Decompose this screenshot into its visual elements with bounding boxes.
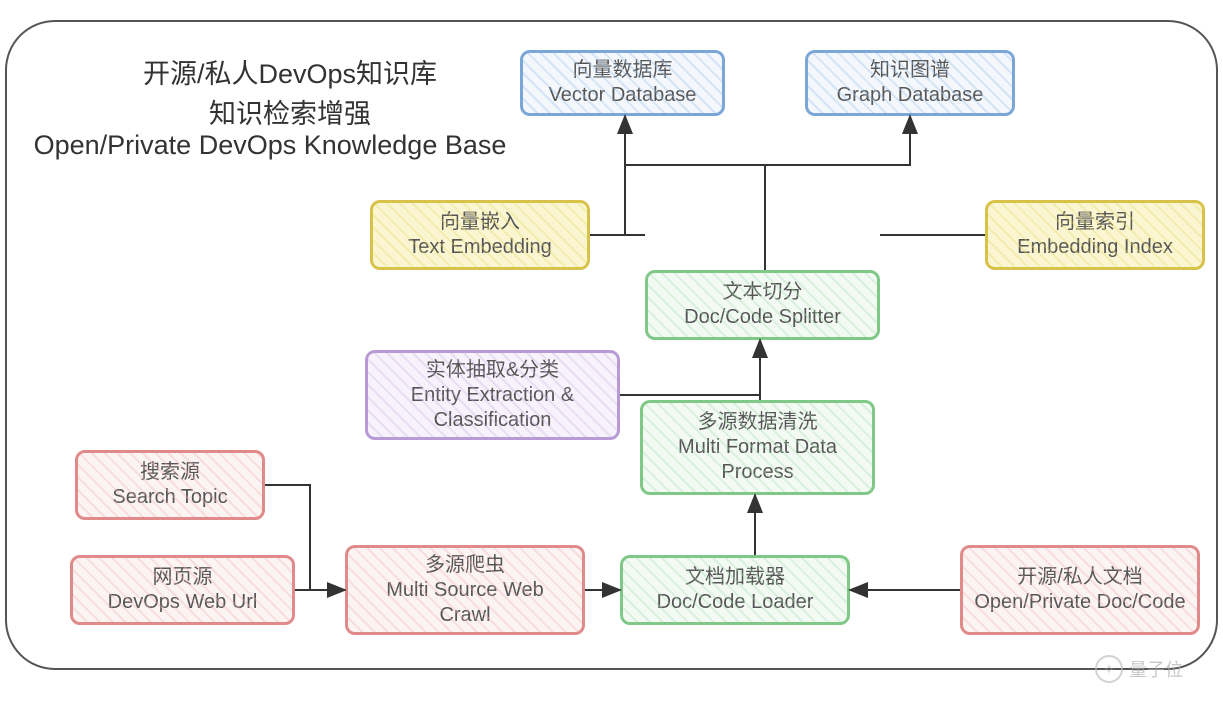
watermark-text: 量子位 <box>1129 656 1183 682</box>
label-cn: 向量嵌入 <box>440 210 520 235</box>
node-graph-database: 知识图谱Graph Database <box>805 50 1015 116</box>
label-cn: 知识图谱 <box>870 58 950 83</box>
label-en: DevOps Web Url <box>108 590 258 615</box>
node-entity-extraction: 实体抽取&分类Entity Extraction & Classificatio… <box>365 350 620 440</box>
label-cn: 实体抽取&分类 <box>426 358 559 383</box>
node-open-private-doc: 开源/私人文档Open/Private Doc/Code <box>960 545 1200 635</box>
label-cn: 文本切分 <box>723 280 803 305</box>
label-en: Search Topic <box>112 485 227 510</box>
node-doc-code-loader: 文档加载器Doc/Code Loader <box>620 555 850 625</box>
watermark: ✧ 量子位 <box>1095 655 1183 683</box>
label-cn: 多源数据清洗 <box>698 410 818 435</box>
node-multi-format-process: 多源数据清洗Multi Format Data Process <box>640 400 875 495</box>
node-devops-web-url: 网页源DevOps Web Url <box>70 555 295 625</box>
label-cn: 多源爬虫 <box>425 553 505 578</box>
label-en: Doc/Code Splitter <box>684 305 841 330</box>
label-cn: 网页源 <box>153 565 213 590</box>
label-en: Graph Database <box>837 83 984 108</box>
label-cn: 文档加载器 <box>685 565 785 590</box>
node-vector-database: 向量数据库Vector Database <box>520 50 725 116</box>
node-doc-code-splitter: 文本切分Doc/Code Splitter <box>645 270 880 340</box>
label-en: Open/Private Doc/Code <box>974 590 1185 615</box>
node-text-embedding: 向量嵌入Text Embedding <box>370 200 590 270</box>
label-cn: 开源/私人文档 <box>1017 565 1143 590</box>
label-en: Embedding Index <box>1017 235 1173 260</box>
label-cn: 向量索引 <box>1055 210 1135 235</box>
node-multi-source-crawl: 多源爬虫Multi Source Web Crawl <box>345 545 585 635</box>
label-en: Entity Extraction & Classification <box>378 383 607 433</box>
node-search-topic: 搜索源Search Topic <box>75 450 265 520</box>
label-cn: 搜索源 <box>140 460 200 485</box>
label-en: Multi Source Web Crawl <box>358 578 572 628</box>
label-cn: 向量数据库 <box>573 58 673 83</box>
title-cn-line2: 知识检索增强 <box>80 92 500 131</box>
label-en: Doc/Code Loader <box>657 590 814 615</box>
watermark-icon: ✧ <box>1095 655 1123 683</box>
title-cn-line1: 开源/私人DevOps知识库 <box>80 52 500 91</box>
node-embedding-index: 向量索引Embedding Index <box>985 200 1205 270</box>
label-en: Vector Database <box>549 83 697 108</box>
title-en: Open/Private DevOps Knowledge Base <box>0 130 540 161</box>
label-en: Multi Format Data Process <box>653 435 862 485</box>
label-en: Text Embedding <box>408 235 551 260</box>
